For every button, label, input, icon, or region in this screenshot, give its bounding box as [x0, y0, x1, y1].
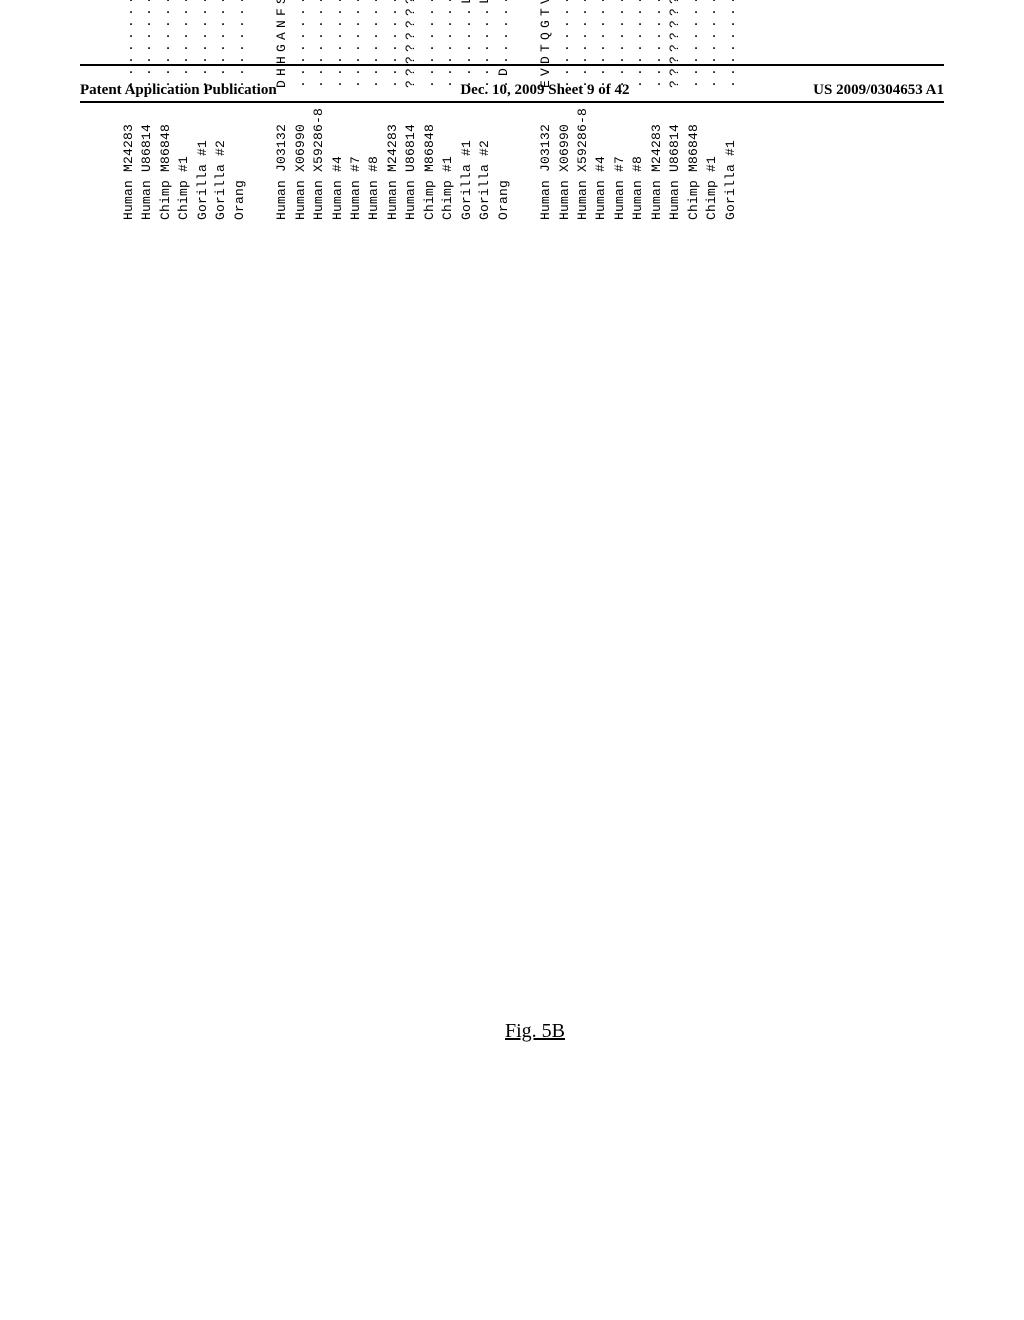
sequence-residues: .......... .......... .......... .......…	[329, 0, 347, 88]
alignment-row: Chimp M86848.......... ..D....... ......…	[157, 0, 175, 220]
alignment-row: Human X06990.......... .......... ......…	[556, 0, 574, 220]
alignment-row: Chimp M86848.......... .......L.. ......…	[685, 0, 703, 220]
sequence-label: Human M24283	[384, 88, 402, 220]
sequence-residues: .......... .......... .......... .......…	[384, 0, 402, 88]
sequence-label: Gorilla #1	[722, 88, 740, 220]
sequence-label: Orang	[231, 88, 249, 220]
alignment-row: Human X59286-8.......... .......... ....…	[310, 0, 328, 220]
sequence-residues: .......... ..D....... .......... .......…	[175, 0, 193, 88]
alignment-row: Chimp #1.......... .......L.. ..........…	[703, 0, 721, 220]
sequence-residues: .......... .......... .......... .......…	[611, 0, 629, 88]
alignment-row: Human J03132DHHGANFSCR TELDLRPQGL ELFENT…	[273, 0, 291, 220]
sequence-residues: .......... .......... Q........H .......…	[421, 0, 439, 88]
sequence-label: Human M24283	[648, 88, 666, 220]
alignment-row: Human U86814?????????? ?????????? ??????…	[402, 0, 420, 220]
sequence-residues: .......... .......... .......... .......…	[556, 0, 574, 88]
sequence-residues: .......... .......... .......... .......…	[292, 0, 310, 88]
sequence-residues: .......... .......... .......... .......…	[629, 0, 647, 88]
sequence-label: Human U86814	[666, 88, 684, 220]
sequence-residues: .......... .......... Q........H .......…	[439, 0, 457, 88]
sequence-label: Chimp M86848	[685, 88, 703, 220]
alignment-row: Human M24283.......... ?????????? ??????…	[120, 0, 138, 220]
alignment-row: Orang.......... .......... .......... ..…	[231, 0, 249, 220]
sequence-label: Chimp M86848	[157, 88, 175, 220]
sequence-label: Human U86814	[138, 88, 156, 220]
sequence-residues: .......... .......... .......... .......…	[231, 0, 249, 88]
sequence-label: Human X06990	[292, 88, 310, 220]
sequence-residues: EVDTQGTVVC SLDGLFPVSE AQVHLALGDQ RLNPTVT…	[537, 0, 555, 88]
alignment-row: Gorilla #1.......... ..D....... ........…	[194, 0, 212, 220]
alignment-row: Human #4.......... .......... ..........…	[329, 0, 347, 220]
sequence-residues: .......... .......... .......... .......…	[365, 0, 383, 88]
sequence-label: Human #7	[611, 88, 629, 220]
alignment-row: Human U86814?????????? ?????????? ??????…	[666, 0, 684, 220]
sequence-label: Human #8	[365, 88, 383, 220]
alignment-row: Chimp M86848.......... .......... Q.....…	[421, 0, 439, 220]
sequence-residues: .......L.. .......... K......... .......…	[476, 0, 494, 88]
sequence-residues: .......... ..D....... .......... .......…	[157, 0, 175, 88]
alignment-block: Human M24283.......... ?????????? ??????…	[120, 0, 249, 220]
sequence-residues: .......... .......... .......... .......…	[648, 0, 666, 88]
sequence-residues: ?????????? ?????????? ?????????? ???????…	[666, 0, 684, 88]
sequence-residues: .......L.. .......... K......... .......…	[458, 0, 476, 88]
sequence-label: Gorilla #1	[194, 88, 212, 220]
alignment-block: Human J03132DHHGANFSCR TELDLRPQGL ELFENT…	[273, 0, 513, 220]
sequence-label: Chimp M86848	[421, 88, 439, 220]
sequence-label: Human #7	[347, 88, 365, 220]
sequence-label: Human X59286-8	[310, 88, 328, 220]
sequence-residues: .......... .......... .......... .......…	[574, 0, 592, 88]
sequence-label: Orang	[495, 88, 513, 220]
sequence-label: Chimp #1	[175, 88, 193, 220]
alignment-row: Human #8.......... .......... ..........…	[629, 0, 647, 220]
alignment-row: Gorilla #2.......L.. .......... K.......…	[476, 0, 494, 220]
alignment-row: Chimp #1.......... ..D....... ..........…	[175, 0, 193, 220]
alignment-row: Human #7.......... .......... ..........…	[347, 0, 365, 220]
sequence-label: Human #4	[329, 88, 347, 220]
sequence-residues: .......... ?????????? ?????????? ???????…	[120, 0, 138, 88]
header-right: US 2009/0304653 A1	[813, 82, 944, 99]
sequence-alignment: Human M24283.......... ?????????? ??????…	[120, 0, 764, 220]
sequence-label: Chimp #1	[439, 88, 457, 220]
alignment-row: Gorilla #1.......... .......... ........…	[722, 0, 740, 220]
alignment-row: Human J03132EVDTQGTVVC SLDGLFPVSE AQVHLA…	[537, 0, 555, 220]
alignment-row: Human #4.......... .......... ..........…	[592, 0, 610, 220]
alignment-row: Gorilla #2.......... ..D....... ........…	[212, 0, 230, 220]
sequence-residues: DHHGANFSCR TELDLRPQGL ELFENTSAPY QLQTFVL…	[273, 0, 291, 88]
sequence-label: Human U86814	[402, 88, 420, 220]
sequence-residues: .......... .......... .......... .......…	[347, 0, 365, 88]
sequence-residues: .D........ .......... .........H .......…	[495, 0, 513, 88]
figure-label: Fig. 5B	[505, 1020, 565, 1043]
sequence-label: Chimp #1	[703, 88, 721, 220]
alignment-row: Human X06990.......... .......... ......…	[292, 0, 310, 220]
sequence-label: Gorilla #2	[212, 88, 230, 220]
sequence-label: Gorilla #2	[476, 88, 494, 220]
alignment-row: Human X59286-8.......... .......... ....…	[574, 0, 592, 220]
sequence-label: Human #8	[629, 88, 647, 220]
sequence-label: Human X06990	[556, 88, 574, 220]
sequence-residues: .......... .......L.. .......... .......…	[703, 0, 721, 88]
sequence-label: Human J03132	[273, 88, 291, 220]
sequence-residues: .......... .......... .......... .......…	[310, 0, 328, 88]
alignment-block: Human J03132EVDTQGTVVC SLDGLFPVSE AQVHLA…	[537, 0, 740, 220]
alignment-row: Human #7.......... .......... ..........…	[611, 0, 629, 220]
alignment-row: Gorilla #1.......L.. .......... K.......…	[458, 0, 476, 220]
alignment-row: Human M24283.......... .......... ......…	[648, 0, 666, 220]
sequence-residues: ?????????? ?????????? ?????????? ???????…	[402, 0, 420, 88]
sequence-residues: .......... .......... .......... .......…	[592, 0, 610, 88]
alignment-row: Human #8.......... .......... ..........…	[365, 0, 383, 220]
alignment-row: Human M24283.......... .......... ......…	[384, 0, 402, 220]
sequence-label: Human #4	[592, 88, 610, 220]
alignment-row: Orang.D........ .......... .........H ..…	[495, 0, 513, 220]
alignment-row: Chimp #1.......... .......... Q........H…	[439, 0, 457, 220]
sequence-residues: .......... .......... .......... .......…	[722, 0, 740, 88]
alignment-row: Human U86814.......... ..D....... ......…	[138, 0, 156, 220]
sequence-label: Gorilla #1	[458, 88, 476, 220]
sequence-residues: .......... ..D....... .........I .......…	[194, 0, 212, 88]
sequence-residues: .......... ..D....... .........I .......…	[212, 0, 230, 88]
sequence-label: Human X59286-8	[574, 88, 592, 220]
sequence-label: Human J03132	[537, 88, 555, 220]
sequence-residues: .......... .......L.. .......... .......…	[685, 0, 703, 88]
sequence-label: Human M24283	[120, 88, 138, 220]
sequence-residues: .......... ..D....... .......... .......…	[138, 0, 156, 88]
